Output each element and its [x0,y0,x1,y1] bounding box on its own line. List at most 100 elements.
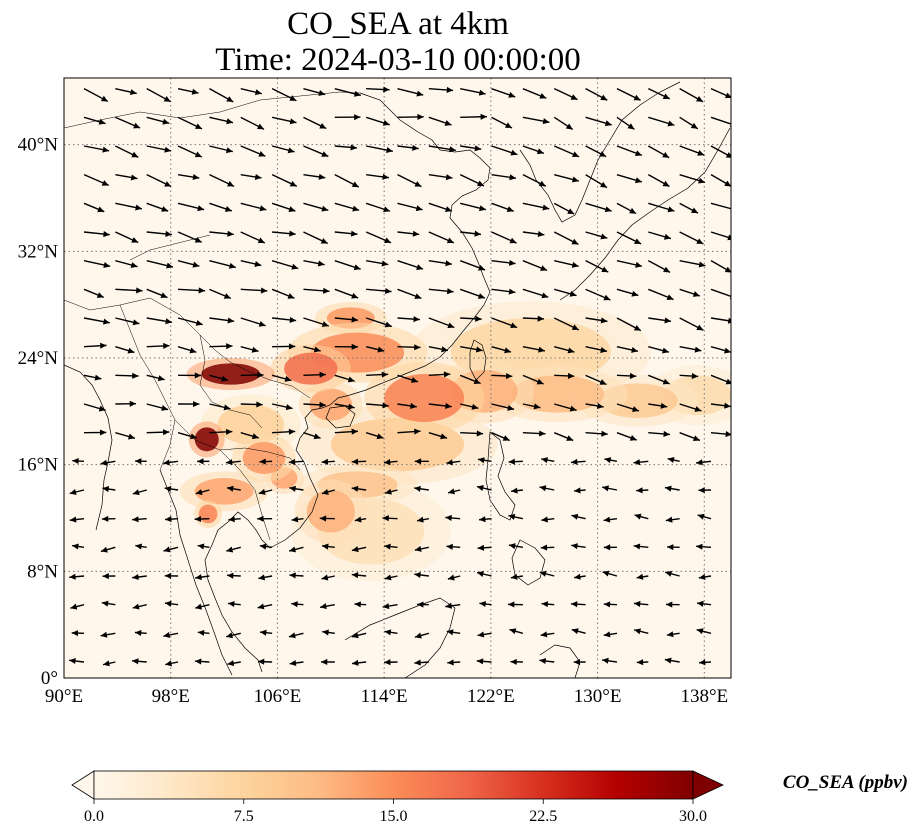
wind-arrow [240,345,259,353]
wind-arrow [115,345,135,354]
wind-arrow [303,202,329,212]
wind-arrow [366,371,389,378]
wind-arrow [177,116,203,130]
wind-arrow [459,288,486,299]
wind-arrow [477,457,492,464]
wind-arrow [491,145,518,156]
wind-arrow [240,202,267,212]
wind-arrow [476,571,492,577]
wind-arrow [271,374,292,382]
y-tick-label: 16°N [18,455,59,476]
wind-arrow [698,487,712,494]
wind-arrow [209,374,229,382]
wind-arrow [428,86,454,94]
wind-arrow [460,230,482,237]
wind-arrow [288,546,304,553]
wind-arrow [100,459,116,466]
wind-arrow [177,145,203,158]
wind-arrow [445,514,461,521]
wind-arrow [226,485,241,492]
wind-arrow [553,317,580,331]
wind-arrow [365,202,391,213]
wind-arrow [366,402,389,409]
wind-arrow [146,288,168,299]
wind-arrow [585,202,612,213]
wind-arrow [636,573,649,580]
wind-arrow [397,428,421,435]
wind-arrow [271,288,295,299]
wind-arrow [491,202,514,213]
wind-arrow [616,116,635,130]
wind-arrow [320,658,335,666]
wind-arrow [698,573,712,580]
wind-arrow [446,629,461,636]
wind-arrow [491,317,518,329]
wind-arrow [664,657,680,664]
wind-arrow [585,145,607,158]
wind-arrow [303,259,325,267]
wind-arrow [428,259,453,267]
wind-arrow [647,174,670,188]
wind-arrow [616,317,642,332]
wind-arrow [195,574,210,581]
wind-arrow [384,629,398,636]
wind-arrow [604,457,618,464]
wind-arrow [397,113,424,120]
wind-arrow [616,345,639,353]
wind-arrow [664,485,680,492]
coastline-taiwan [469,339,487,381]
wind-arrow [679,259,706,268]
wind-arrow [679,373,699,380]
wind-arrow [134,629,147,636]
wind-arrow [553,88,578,101]
wind-arrow [585,174,608,189]
wind-arrow [698,659,712,666]
x-tick-label: 106°E [254,686,302,707]
wind-arrow [508,513,524,520]
wind-arrow [164,572,179,579]
wind-arrow [541,457,555,464]
wind-arrow [163,459,179,466]
wind-arrow [271,116,297,125]
wind-arrow [540,544,555,551]
wind-arrow [554,345,575,354]
wind-arrow [476,658,492,665]
wind-arrow [491,231,517,244]
wind-arrow [257,658,273,665]
wind-arrow [271,174,298,187]
colorbar-title: CO_SEA (ppbv) [783,772,908,793]
wind-arrow [321,543,335,550]
wind-arrow [334,316,359,323]
wind-arrow [69,573,85,580]
wind-arrow [115,202,143,211]
wind-arrow [522,116,550,125]
wind-arrow [710,88,731,99]
wind-arrow [665,516,680,523]
wind-arrow [479,600,492,608]
map-subtitle-time: Time: 2024-03-10 00:00:00 [215,42,581,78]
wind-arrow [240,431,260,440]
wind-arrow [428,402,452,409]
wind-arrow [679,432,701,442]
wind-arrow [491,88,516,98]
coastline-sulawesi [539,644,581,678]
wind-arrow [115,372,139,379]
wind-arrow [271,403,293,411]
wind-arrow [257,515,273,522]
wind-arrow [102,660,116,667]
wind-arrow [710,345,731,354]
wind-arrow [539,570,555,577]
plume-core [201,363,261,385]
wind-arrow [679,231,704,245]
wind-arrow [666,631,680,638]
wind-arrow [259,543,273,550]
map-title: CO_SEA at 4km [287,6,509,42]
wind-arrow [83,374,102,381]
wind-arrow [115,259,138,268]
map-frame [63,77,732,679]
wind-arrow [428,116,452,126]
wind-arrow [354,601,367,608]
wind-arrow [428,345,449,353]
wind-arrow [679,403,702,412]
